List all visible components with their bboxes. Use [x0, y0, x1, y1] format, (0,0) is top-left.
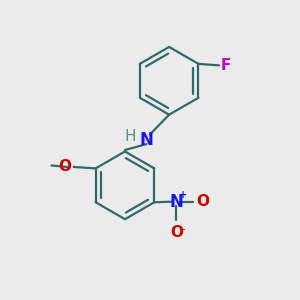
Text: F: F	[220, 58, 231, 73]
Text: N: N	[169, 193, 183, 211]
Text: O: O	[170, 225, 183, 240]
Text: H: H	[124, 129, 136, 144]
Text: O: O	[196, 194, 209, 209]
Text: +: +	[179, 190, 187, 200]
Text: N: N	[140, 131, 153, 149]
Text: -: -	[181, 223, 185, 236]
Text: O: O	[58, 159, 71, 174]
